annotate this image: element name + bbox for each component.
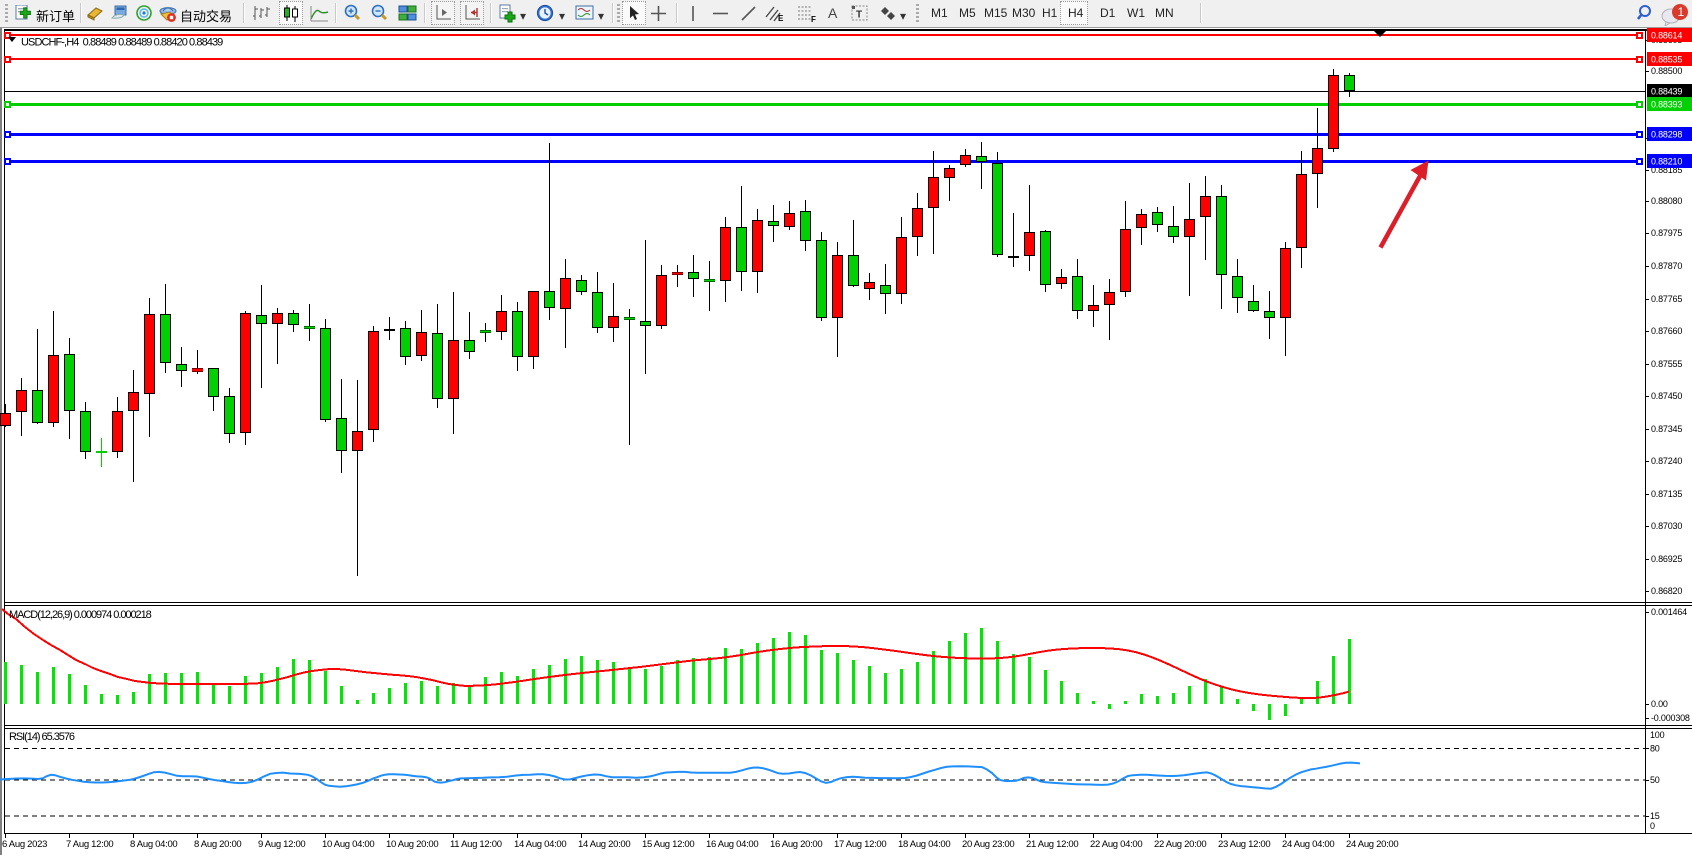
svg-text:22 Aug 20:00: 22 Aug 20:00 <box>1154 839 1206 850</box>
svg-text:24 Aug 20:00: 24 Aug 20:00 <box>1346 839 1398 850</box>
svg-text:1: 1 <box>1678 5 1685 19</box>
svg-text:20 Aug 23:00: 20 Aug 23:00 <box>962 839 1014 850</box>
svg-text:0.87660: 0.87660 <box>1651 326 1682 336</box>
svg-text:8 Aug 04:00: 8 Aug 04:00 <box>130 839 177 850</box>
svg-text:MACD(12,26,9) 0.000974 0.00021: MACD(12,26,9) 0.000974 0.000218 <box>9 609 152 621</box>
svg-text:14 Aug 04:00: 14 Aug 04:00 <box>514 839 566 850</box>
svg-text:0.88210: 0.88210 <box>1651 157 1682 167</box>
svg-text:0.00: 0.00 <box>1651 699 1668 709</box>
svg-text:16 Aug 20:00: 16 Aug 20:00 <box>770 839 822 850</box>
svg-text:0.87555: 0.87555 <box>1651 359 1682 369</box>
svg-text:18 Aug 04:00: 18 Aug 04:00 <box>898 839 950 850</box>
svg-text:0.87450: 0.87450 <box>1651 391 1682 401</box>
svg-text:T: T <box>856 10 862 21</box>
svg-text:17 Aug 12:00: 17 Aug 12:00 <box>834 839 886 850</box>
svg-text:0.86925: 0.86925 <box>1651 554 1682 564</box>
svg-text:21 Aug 12:00: 21 Aug 12:00 <box>1026 839 1078 850</box>
svg-text:RSI(14) 65.3576: RSI(14) 65.3576 <box>9 731 75 743</box>
svg-text:80: 80 <box>1650 744 1660 754</box>
svg-text:0.88393: 0.88393 <box>1651 100 1682 110</box>
svg-text:F: F <box>811 15 816 23</box>
svg-text:E: E <box>778 14 784 23</box>
svg-text:0.88500: 0.88500 <box>1651 66 1682 76</box>
svg-text:9 Aug 12:00: 9 Aug 12:00 <box>258 839 305 850</box>
svg-text:14 Aug 20:00: 14 Aug 20:00 <box>578 839 630 850</box>
svg-text:100: 100 <box>1650 730 1665 740</box>
svg-text:50: 50 <box>1650 775 1660 785</box>
svg-text:6 Aug 2023: 6 Aug 2023 <box>2 839 47 850</box>
svg-text:0.87240: 0.87240 <box>1651 456 1682 466</box>
svg-text:0.88614: 0.88614 <box>1651 31 1682 41</box>
svg-text:23 Aug 12:00: 23 Aug 12:00 <box>1218 839 1270 850</box>
svg-text:15: 15 <box>1650 811 1660 821</box>
svg-text:0.001464: 0.001464 <box>1651 607 1687 617</box>
svg-text:0.87030: 0.87030 <box>1651 521 1682 531</box>
svg-text:USDCHF-,H4 0.88489 0.88489 0.: USDCHF-,H4 0.88489 0.88489 0.88420 0.884… <box>21 37 223 49</box>
svg-text:16 Aug 04:00: 16 Aug 04:00 <box>706 839 758 850</box>
svg-text:0.88298: 0.88298 <box>1651 130 1682 140</box>
svg-text:10 Aug 04:00: 10 Aug 04:00 <box>322 839 374 850</box>
svg-text:0: 0 <box>1650 821 1655 831</box>
svg-text:8 Aug 20:00: 8 Aug 20:00 <box>194 839 241 850</box>
svg-text:0.87345: 0.87345 <box>1651 424 1682 434</box>
svg-text:-0.000308: -0.000308 <box>1651 713 1690 723</box>
svg-text:0.88185: 0.88185 <box>1651 165 1682 175</box>
svg-text:0.88439: 0.88439 <box>1651 87 1682 97</box>
svg-text:0.88080: 0.88080 <box>1651 196 1682 206</box>
svg-text:10 Aug 20:00: 10 Aug 20:00 <box>386 839 438 850</box>
svg-text:24 Aug 04:00: 24 Aug 04:00 <box>1282 839 1334 850</box>
svg-text:0.87975: 0.87975 <box>1651 228 1682 238</box>
svg-text:0.87765: 0.87765 <box>1651 294 1682 304</box>
svg-text:0.87135: 0.87135 <box>1651 489 1682 499</box>
svg-text:15 Aug 12:00: 15 Aug 12:00 <box>642 839 694 850</box>
svg-text:22 Aug 04:00: 22 Aug 04:00 <box>1090 839 1142 850</box>
svg-text:11 Aug 12:00: 11 Aug 12:00 <box>450 839 502 850</box>
svg-text:0.88535: 0.88535 <box>1651 55 1682 65</box>
svg-text:0.87870: 0.87870 <box>1651 261 1682 271</box>
svg-text:0.86820: 0.86820 <box>1651 586 1682 596</box>
svg-text:7 Aug 12:00: 7 Aug 12:00 <box>66 839 113 850</box>
